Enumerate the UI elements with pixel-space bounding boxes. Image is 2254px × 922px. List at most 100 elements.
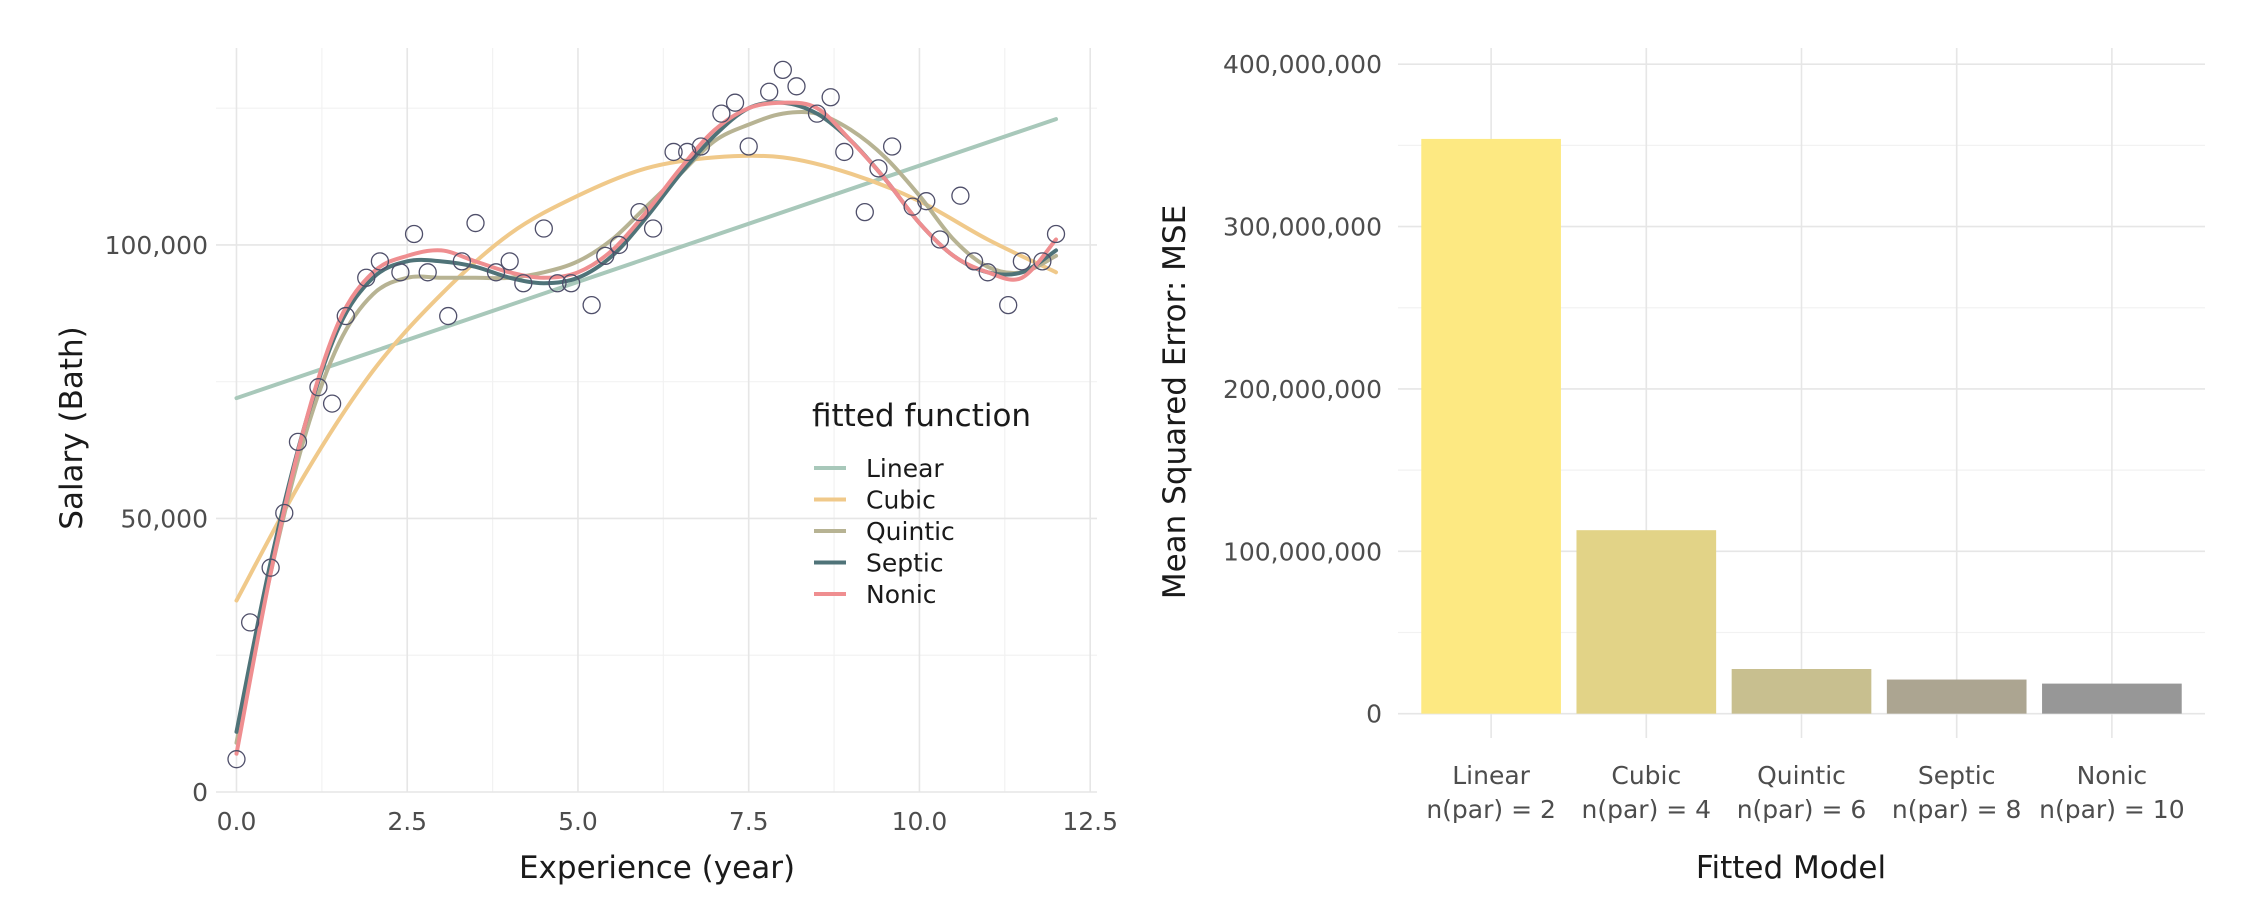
right-y-tick-label: 300,000,000: [1223, 213, 1382, 242]
data-point: [596, 246, 615, 266]
right-y-tick-label: 100,000,000: [1223, 537, 1382, 566]
data-point: [787, 77, 806, 96]
data-point: [548, 274, 567, 293]
data-point: [240, 613, 260, 632]
data-point: [643, 219, 663, 238]
data-point: [288, 432, 308, 452]
data-point: [978, 263, 997, 282]
data-point: [882, 137, 902, 156]
data-point: [760, 82, 779, 101]
data-point: [322, 394, 342, 413]
salary-scatter-panel: 0.0 2.5 5.0 7.5 10.0 12.5 0 50,000 100,000 Expe…: [54, 48, 1118, 886]
left-x-tick-label: 2.5: [387, 807, 427, 836]
right-x-tick-sublabel: n(par) = 6: [1737, 795, 1867, 824]
left-x-tick-label: 12.5: [1062, 807, 1118, 836]
right-x-axis-title: Fitted Model: [1696, 850, 1886, 886]
data-point: [534, 219, 553, 238]
data-point: [951, 186, 970, 205]
data-point: [309, 378, 328, 397]
mse-bar-panel: Linear n(par) = 2 Cubic n(par) = 4 Quintic n(…: [1157, 48, 2205, 886]
left-y-axis-title: Salary (Bath): [54, 326, 90, 529]
left-x-tick-labels: 0.0 2.5 5.0 7.5 10.0 12.5: [217, 807, 1118, 836]
left-fitted-curves: [234, 100, 1059, 756]
data-point: [1046, 224, 1066, 244]
right-y-tick-label: 0: [1366, 700, 1382, 729]
right-x-tick-label: Quintic: [1757, 761, 1846, 790]
data-point: [725, 93, 745, 112]
data-point: [930, 230, 950, 249]
data-point: [964, 252, 984, 271]
data-point: [773, 60, 792, 80]
data-point: [404, 224, 424, 244]
right-x-tick-label: Septic: [1918, 761, 1996, 790]
data-point: [486, 263, 506, 282]
data-point: [1012, 252, 1032, 271]
data-point: [807, 104, 827, 123]
bar-cubic: [1576, 530, 1717, 714]
bar-quintic: [1731, 669, 1872, 714]
legend-title: fitted function: [812, 398, 1031, 434]
data-point: [452, 252, 472, 271]
bar-septic: [1886, 679, 2027, 714]
data-point: [664, 142, 683, 162]
data-point: [391, 263, 410, 282]
right-y-axis-title: Mean Squared Error: MSE: [1157, 205, 1193, 599]
right-x-tick-sublabel: n(par) = 10: [2039, 795, 2184, 824]
data-point: [821, 88, 840, 107]
data-point: [582, 295, 601, 315]
right-x-tick-label: Linear: [1452, 761, 1530, 790]
left-y-tick-label: 0: [192, 778, 208, 807]
legend-label-septic: Septic: [866, 549, 944, 578]
right-y-tick-label: 400,000,000: [1223, 50, 1382, 79]
left-x-tick-label: 10.0: [892, 807, 948, 836]
right-x-tick-sublabel: n(par) = 2: [1426, 795, 1556, 824]
legend-label-linear: Linear: [866, 454, 944, 483]
right-bars: [1421, 138, 2182, 714]
data-point: [739, 137, 758, 156]
left-x-axis-title: Experience (year): [519, 850, 795, 886]
data-point: [439, 306, 458, 326]
bar-nonic: [2042, 683, 2182, 714]
data-point: [630, 202, 649, 222]
data-point: [500, 252, 519, 271]
data-point: [678, 142, 697, 162]
data-point: [514, 274, 533, 293]
data-point: [712, 104, 731, 123]
right-y-tick-label: 200,000,000: [1223, 375, 1382, 404]
data-point: [855, 202, 874, 222]
right-x-tick-sublabel: n(par) = 4: [1582, 795, 1712, 824]
left-gridlines: [216, 48, 1097, 793]
left-y-tick-label: 50,000: [121, 504, 208, 533]
left-x-tick-label: 5.0: [558, 807, 598, 836]
left-y-tick-label: 100,000: [105, 231, 208, 260]
data-point: [357, 268, 376, 287]
right-x-tick-sublabel: n(par) = 8: [1892, 795, 2022, 824]
left-x-tick-label: 7.5: [729, 807, 769, 836]
data-point: [903, 197, 922, 216]
data-point: [370, 252, 390, 271]
legend-label-cubic: Cubic: [866, 486, 936, 515]
data-point: [261, 558, 280, 577]
legend-label-nonic: Nonic: [866, 580, 937, 609]
left-data-points: [227, 60, 1066, 769]
fit-line-linear: [234, 117, 1059, 401]
fit-line-cubic: [234, 153, 1059, 603]
fit-line-quintic: [234, 109, 1059, 745]
data-point: [275, 503, 294, 523]
left-y-tick-labels: 0 50,000 100,000: [105, 231, 208, 807]
right-x-tick-labels: Linear n(par) = 2 Cubic n(par) = 4 Quintic n(…: [1426, 761, 2184, 824]
data-point: [418, 263, 437, 282]
legend-label-quintic: Quintic: [866, 517, 955, 546]
fit-line-nonic: [234, 100, 1059, 756]
data-point: [336, 306, 355, 326]
data-point: [466, 213, 485, 233]
data-point: [561, 274, 581, 293]
data-point: [917, 192, 936, 211]
data-point: [835, 142, 854, 162]
data-point: [1033, 252, 1052, 271]
data-point: [691, 137, 711, 156]
data-point: [999, 295, 1018, 315]
